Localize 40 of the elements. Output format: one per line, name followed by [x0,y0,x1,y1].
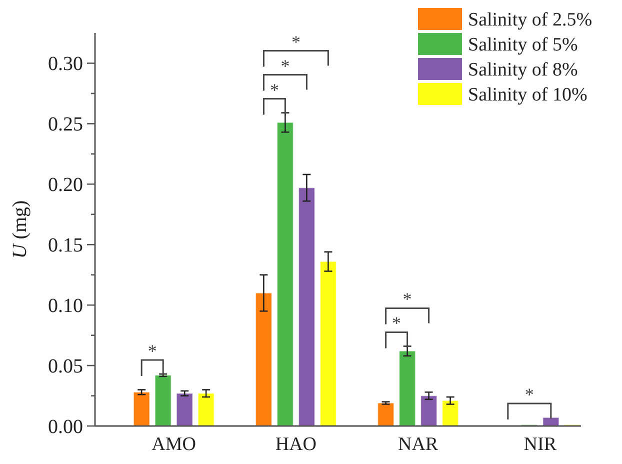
y-tick-label: 0.15 [48,234,83,257]
x-tick-label: AMO [152,434,196,455]
legend-label: Salinity of 5% [468,34,578,56]
significance-bracket: * [262,80,286,115]
y-tick-label: 0.20 [48,174,83,196]
annotation: * [524,384,534,405]
bar [133,392,150,426]
annotation: * [402,289,412,310]
annotation: * [291,32,300,52]
annotation: * [392,313,402,334]
bar [276,122,294,426]
annotation: * [280,56,290,76]
legend-label: Salinity of 2.5% [468,10,592,31]
x-tick-label: NAR [398,434,438,455]
y-tick-label: 0.30 [48,53,83,76]
bar [198,392,214,426]
significance-bracket: * [507,384,552,420]
bar [542,417,560,426]
bar [442,400,459,426]
bar [255,292,272,426]
significance-bracket: * [140,341,164,376]
y-tick-label: 0.25 [48,114,83,136]
bar [176,392,193,426]
bar [320,261,337,426]
x-tick-label: HAO [275,434,317,455]
y-tick-label: 0.10 [48,295,83,318]
y-tick-label: 0.00 [48,416,83,438]
significance-bracket: * [385,313,408,348]
bar [298,187,316,426]
bar [377,402,394,426]
bar [420,395,438,426]
x-tick-label: NIR [524,434,557,455]
legend-label: Salinity of 8% [468,60,578,81]
y-tick-label: 0.05 [48,356,83,378]
y-axis-title: U (mg) [9,200,31,259]
bar [154,374,172,426]
annotation: * [270,80,279,100]
legend-label: Salinity of 10% [468,84,588,106]
annotation: * [148,341,157,362]
bar [398,350,416,426]
